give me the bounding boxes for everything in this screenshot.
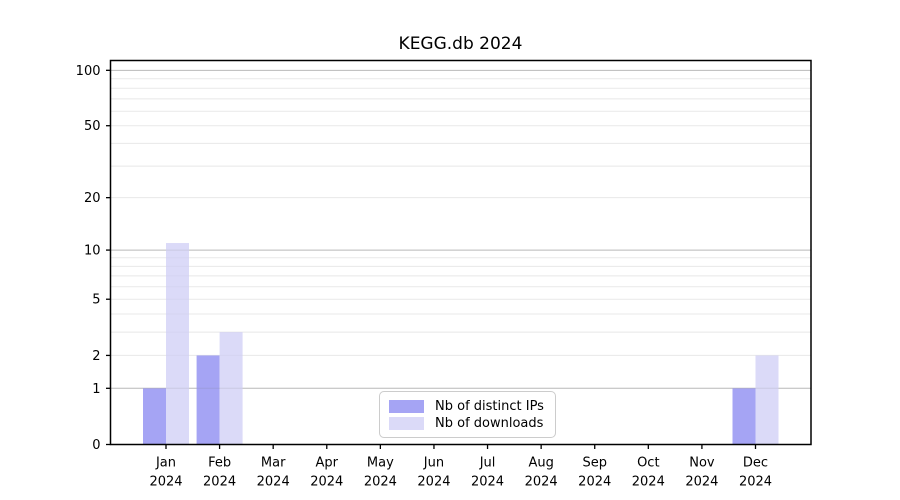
y-tick-label: 50 — [84, 119, 101, 134]
x-tick-label-year: 2024 — [525, 475, 558, 490]
bar-nb-of-downloads-feb-2024 — [219, 332, 243, 445]
x-tick-label-year: 2024 — [203, 475, 236, 490]
y-tick-label: 2 — [92, 349, 100, 364]
x-tick-label-month: Dec — [743, 456, 768, 471]
legend-item-distinct-ips: Nb of distinct IPs — [389, 398, 544, 414]
bar-nb-of-downloads-dec-2024 — [755, 355, 779, 445]
x-tick-label-year: 2024 — [471, 475, 504, 490]
x-tick-label-month: Aug — [528, 456, 553, 471]
x-tick-label-year: 2024 — [685, 475, 718, 490]
y-tick-label: 1 — [92, 382, 100, 397]
x-tick-label-month: Jul — [479, 456, 496, 471]
legend-swatch-distinct-ips — [389, 399, 424, 413]
x-tick-label-year: 2024 — [310, 475, 343, 490]
x-tick-label-year: 2024 — [578, 475, 611, 490]
y-tick-label: 20 — [84, 191, 101, 206]
x-tick-label-year: 2024 — [364, 475, 397, 490]
x-tick-label-year: 2024 — [417, 475, 450, 490]
bar-nb-of-distinct-ips-jan-2024 — [143, 388, 166, 445]
legend: Nb of distinct IPs Nb of downloads — [379, 391, 556, 438]
bar-nb-of-distinct-ips-feb-2024 — [196, 355, 220, 445]
x-tick-label-year: 2024 — [632, 475, 665, 490]
y-tick-label: 5 — [92, 293, 100, 308]
axes-frame — [109, 59, 812, 446]
legend-label-distinct-ips: Nb of distinct IPs — [435, 398, 544, 414]
x-tick-label-month: Nov — [689, 456, 715, 471]
x-tick-label-month: Feb — [208, 456, 231, 471]
x-tick-label-year: 2024 — [149, 475, 182, 490]
x-tick-label-month: Apr — [316, 456, 339, 471]
bar-nb-of-downloads-jan-2024 — [166, 243, 189, 445]
x-tick-label-month: Mar — [261, 456, 286, 471]
x-tick-label-month: Oct — [637, 456, 659, 471]
x-tick-label-year: 2024 — [257, 475, 290, 490]
x-tick-label-month: May — [367, 456, 394, 471]
bar-nb-of-distinct-ips-dec-2024 — [732, 388, 756, 445]
x-tick-label-month: Sep — [582, 456, 607, 471]
chart-title: KEGG.db 2024 — [398, 34, 523, 54]
y-tick-label: 100 — [76, 64, 101, 79]
y-tick-label: 10 — [84, 244, 101, 259]
legend-swatch-downloads — [389, 416, 424, 430]
y-tick-label: 0 — [92, 438, 100, 453]
legend-label-downloads: Nb of downloads — [435, 415, 544, 431]
legend-item-downloads: Nb of downloads — [389, 415, 544, 431]
x-tick-label-month: Jan — [155, 456, 176, 471]
x-tick-label-month: Jun — [423, 456, 444, 471]
x-tick-label-year: 2024 — [739, 475, 772, 490]
